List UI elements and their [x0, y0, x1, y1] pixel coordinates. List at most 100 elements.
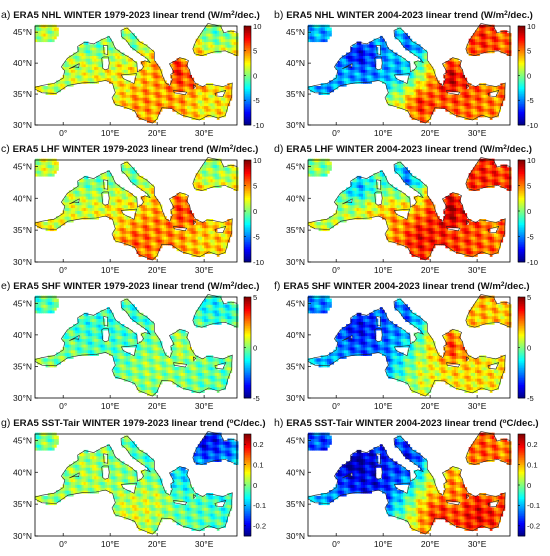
lat-tick-label: 30°N: [13, 257, 32, 267]
colorbar-tick-label: -0.2: [527, 522, 540, 531]
lon-tick-label: 20°E: [421, 539, 440, 549]
panel-f: 45°N 40°N 35°N 30°N 0° 10°E 20°E 30°E f) ERA5 SH…: [274, 280, 534, 411]
colorbar: 0.2 0.1 0 -0.1 -0.2: [243, 433, 266, 537]
panel-title: d) ERA5 LHF WINTER 2004-2023 linear tren…: [274, 143, 532, 155]
colorbar-tick-label: -5: [253, 232, 260, 241]
colorbar-tick-label: -5: [527, 394, 534, 403]
colorbar-tick-label: 10: [253, 22, 261, 31]
lon-tick-label: 20°E: [148, 128, 167, 138]
lat-tick-label: 45°N: [286, 27, 305, 37]
panel-title: b) ERA5 NHL WINTER 2004-2023 linear tren…: [274, 9, 533, 21]
coastline: [34, 23, 238, 124]
colorbar-tick-label: 0: [253, 343, 257, 352]
lon-tick-label: 30°E: [468, 539, 487, 549]
panel-title: g) ERA5 SST-Tair WINTER 1979-2023 linear…: [1, 417, 266, 429]
colorbar-tick-label: -0.1: [253, 501, 266, 510]
lon-tick-label: 0°: [332, 265, 340, 275]
lon-tick-label: 10°E: [374, 539, 393, 549]
lat-tick-label: 45°N: [13, 161, 32, 171]
coastline: [34, 431, 238, 535]
map-frame: [307, 296, 511, 399]
panel-b: 45°N 40°N 35°N 30°N 0° 10°E 20°E 30°E b) ERA5 NH…: [274, 9, 538, 138]
colorbar-tick-label: -5: [527, 96, 534, 105]
panel-title: h) ERA5 SST-Tair WINTER 2004-2023 linear…: [274, 417, 539, 429]
lon-tick-label: 10°E: [374, 401, 393, 411]
colorbar-tick-label: 0.2: [253, 440, 264, 449]
map-frame: [34, 296, 238, 399]
lat-tick-label: 40°N: [286, 58, 305, 68]
panel-g: 45°N 40°N 35°N 30°N 0° 10°E 20°E 30°E g) ERA5 SS…: [1, 417, 266, 549]
panel-title: e) ERA5 SHF WINTER 1979-2023 linear tren…: [1, 280, 259, 292]
lon-tick-label: 10°E: [374, 128, 393, 138]
colorbar-tick-label: 0.2: [527, 440, 538, 449]
colorbar: 10 5 0 -5 -10: [517, 22, 538, 130]
lat-tick-label: 40°N: [13, 193, 32, 203]
colorbar-tick-label: 0.1: [527, 460, 538, 469]
colorbar-tick-label: -10: [527, 258, 538, 267]
lon-tick-label: 0°: [332, 401, 340, 411]
colorbar-tick-label: -0.1: [527, 501, 540, 510]
lon-tick-label: 10°E: [101, 539, 120, 549]
lon-tick-label: 0°: [59, 128, 67, 138]
colorbar-tick-label: 5: [527, 47, 531, 56]
colorbar-tick-label: 0: [527, 481, 531, 490]
lat-tick-label: 40°N: [286, 193, 305, 203]
lat-tick-label: 35°N: [286, 361, 305, 371]
lat-tick-label: 30°N: [13, 393, 32, 403]
panel-e: 45°N 40°N 35°N 30°N 0° 10°E 20°E 30°E e) ERA5 SH…: [1, 280, 260, 411]
lon-tick-label: 30°E: [195, 128, 214, 138]
map-frame: [307, 159, 511, 263]
lat-tick-label: 30°N: [13, 531, 32, 541]
coastline: [307, 23, 511, 124]
lon-tick-label: 20°E: [421, 401, 440, 411]
lon-tick-label: 30°E: [195, 265, 214, 275]
panel-h: 45°N 40°N 35°N 30°N 0° 10°E 20°E 30°E h) ERA5 SS…: [274, 417, 540, 549]
colorbar-tick-label: -10: [253, 121, 264, 130]
lon-tick-label: 20°E: [148, 265, 167, 275]
coastline: [34, 294, 238, 397]
colorbar-tick-label: 0: [527, 71, 531, 80]
lat-tick-label: 35°N: [286, 89, 305, 99]
colorbar-tick-label: -10: [253, 258, 264, 267]
lon-tick-label: 20°E: [148, 401, 167, 411]
trend-field: [35, 158, 239, 260]
panel-c: 45°N 40°N 35°N 30°N 0° 10°E 20°E 30°E c) ERA5 LH…: [1, 143, 264, 275]
lon-tick-label: 10°E: [101, 401, 120, 411]
colorbar-tick-label: 0: [253, 207, 257, 216]
colorbar: 10 5 0 -5 -10: [243, 156, 264, 267]
colorbar-tick-label: 0: [253, 481, 257, 490]
lon-tick-label: 30°E: [468, 265, 487, 275]
lat-tick-label: 45°N: [13, 435, 32, 445]
trend-field: [35, 432, 239, 534]
lat-tick-label: 35°N: [13, 361, 32, 371]
colorbar-tick-label: 10: [527, 22, 535, 31]
lon-tick-label: 20°E: [421, 265, 440, 275]
lat-tick-label: 40°N: [13, 58, 32, 68]
colorbar: 10 5 0 -5 -10: [517, 156, 538, 267]
colorbar-tick-label: 5: [253, 181, 257, 190]
colorbar-tick-label: 0: [527, 207, 531, 216]
lon-tick-label: 10°E: [101, 128, 120, 138]
colorbar-tick-label: 0: [527, 343, 531, 352]
map-frame: [34, 433, 238, 537]
lon-tick-label: 20°E: [148, 539, 167, 549]
lat-tick-label: 40°N: [13, 467, 32, 477]
colorbar-tick-label: 0: [253, 71, 257, 80]
colorbar-tick-label: -10: [527, 121, 538, 130]
colorbar: 5 0 -5: [517, 293, 534, 403]
colorbar-tick-label: 5: [253, 293, 257, 302]
colorbar-tick-label: 5: [253, 47, 257, 56]
lat-tick-label: 30°N: [286, 531, 305, 541]
panel-d: 45°N 40°N 35°N 30°N 0° 10°E 20°E 30°E d) ERA5 LH…: [274, 143, 538, 275]
lat-tick-label: 30°N: [286, 393, 305, 403]
lon-tick-label: 10°E: [101, 265, 120, 275]
lat-tick-label: 45°N: [13, 298, 32, 308]
lon-tick-label: 0°: [59, 265, 67, 275]
colorbar-tick-label: 5: [527, 181, 531, 190]
colorbar-tick-label: 10: [253, 156, 261, 165]
lon-tick-label: 0°: [59, 539, 67, 549]
lat-tick-label: 30°N: [13, 120, 32, 130]
map-frame: [34, 25, 238, 126]
lat-tick-label: 30°N: [286, 120, 305, 130]
